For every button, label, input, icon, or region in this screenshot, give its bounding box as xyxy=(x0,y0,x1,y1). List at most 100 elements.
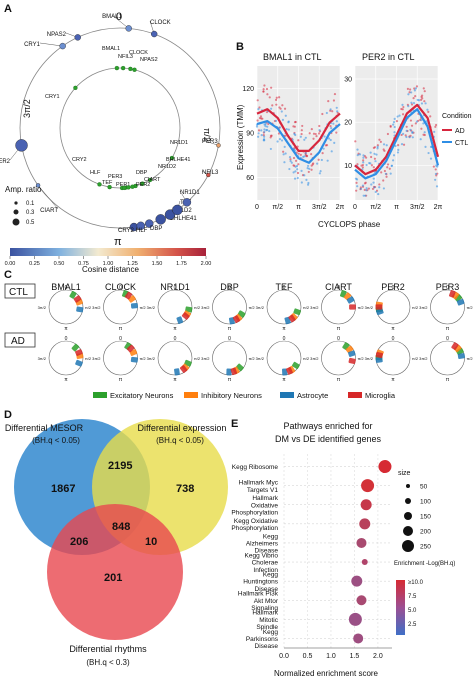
expression-point xyxy=(317,132,321,135)
expression-point xyxy=(304,136,307,139)
expression-point xyxy=(263,123,266,126)
expression-point xyxy=(294,120,297,124)
expression-point xyxy=(409,88,412,91)
legend-label: Astrocyte xyxy=(297,391,328,400)
expression-point xyxy=(398,114,401,117)
expression-point xyxy=(391,159,395,162)
phase-label-left: 3π/2 xyxy=(419,305,428,310)
e-x-tick-label: 1.0 xyxy=(326,653,336,660)
expression-point xyxy=(331,110,334,113)
expression-point xyxy=(288,156,292,159)
expression-point xyxy=(284,134,287,137)
expression-point xyxy=(281,118,285,121)
expression-point xyxy=(292,156,296,160)
e-enrichment-dot xyxy=(361,559,368,566)
expression-point xyxy=(256,119,259,122)
expression-point xyxy=(258,106,261,109)
cell-type-phase-mark xyxy=(73,295,82,303)
outer-gene-point xyxy=(164,209,176,220)
e-size-legend-dot xyxy=(406,484,410,488)
cell-type-phase-mark xyxy=(343,292,352,301)
expression-point xyxy=(325,111,328,115)
cell-type-phase-mark xyxy=(71,343,80,352)
phase-label-top: 0 xyxy=(392,285,395,291)
phase-label-top: 0 xyxy=(119,336,122,342)
expression-point xyxy=(363,188,366,191)
expression-point xyxy=(382,143,386,146)
expression-point xyxy=(429,145,433,148)
legend-swatch xyxy=(184,392,198,398)
expression-point xyxy=(385,175,388,178)
expression-point xyxy=(268,96,271,99)
inner-gene-point xyxy=(126,185,131,190)
e-pathway-label: Hallmark xyxy=(252,610,278,617)
venn-count-expr-rhythm: 10 xyxy=(145,536,157,548)
inner-gene-point xyxy=(97,182,102,187)
legend-label: Excitatory Neurons xyxy=(110,391,174,400)
e-colorbar-tick-label: ≥10.0 xyxy=(408,580,424,586)
cell-type-phase-mark xyxy=(288,314,296,323)
e-pathway-label: Phosphorylation xyxy=(231,525,278,532)
phase-label-top: 0 xyxy=(228,285,231,291)
gene-column-label: PER2 xyxy=(381,282,405,292)
expression-point xyxy=(310,153,313,156)
phase-label-bottom: π xyxy=(391,377,395,383)
phase-label-top: 0 xyxy=(337,336,340,342)
amp-legend-value-1: 0.1 xyxy=(26,201,35,207)
e-pathway-label: Kegg xyxy=(263,629,279,636)
phase-label-bottom: π xyxy=(119,326,123,332)
phase-label-right: π/2 xyxy=(140,356,147,361)
expression-point xyxy=(277,132,281,135)
expression-point xyxy=(262,87,265,91)
phase-label-left: 3π/2 xyxy=(92,356,101,361)
bmal1-title: BMAL1 in CTL xyxy=(263,52,322,62)
expression-point xyxy=(356,163,359,166)
expression-point xyxy=(415,85,419,88)
b-ylabel: Expression (TMM) xyxy=(236,104,245,170)
expression-point xyxy=(262,134,265,137)
angle-label-pi-2: π/2 xyxy=(202,128,212,142)
expression-point xyxy=(318,124,321,128)
phase-label-bottom: π xyxy=(446,377,450,383)
expression-point xyxy=(383,149,386,152)
phase-label-bottom: π xyxy=(228,377,232,383)
cell-type-phase-mark xyxy=(348,350,356,357)
expression-point xyxy=(355,189,358,192)
legend-label: Microglia xyxy=(365,391,396,400)
expression-point xyxy=(300,129,303,132)
expression-point xyxy=(363,182,367,185)
expression-point xyxy=(304,152,307,155)
expression-point xyxy=(433,130,436,133)
expression-point xyxy=(434,178,437,181)
expression-point xyxy=(283,107,287,110)
expression-point xyxy=(395,120,399,123)
cell-type-phase-mark xyxy=(69,290,77,299)
expression-point xyxy=(263,128,266,131)
cell-type-phase-mark xyxy=(454,294,463,302)
expression-point xyxy=(308,167,311,171)
e-pathway-label: Kegg Vibrio xyxy=(245,552,279,559)
phase-label-top: 0 xyxy=(283,285,286,291)
expression-point xyxy=(285,128,288,131)
cell-type-phase-mark xyxy=(282,368,288,376)
expression-point xyxy=(297,152,300,155)
outer-ring xyxy=(19,27,221,229)
expression-point xyxy=(404,134,407,137)
inner-gene-label: TEF xyxy=(102,180,113,186)
axis-ticks: 60 90 120 0 π/2 π 3π/2 2π 10 20 30 0 π/2 π 3π/2 2π xyxy=(242,76,442,211)
expression-point xyxy=(296,168,299,171)
expression-point xyxy=(263,135,266,138)
expression-point xyxy=(270,86,273,89)
expression-point xyxy=(389,172,392,175)
venn-rhythms-name: Differential rhythms xyxy=(69,644,147,654)
scatter-points xyxy=(255,84,439,197)
amp-legend-value-3: 0.5 xyxy=(26,220,35,226)
legend-swatch xyxy=(280,392,294,398)
expression-point xyxy=(434,168,437,171)
expression-point xyxy=(401,103,404,106)
x-tick-label: 3π/2 xyxy=(312,204,327,211)
phase-label-right: π/2 xyxy=(140,305,147,310)
expression-point xyxy=(378,186,381,189)
expression-point xyxy=(372,181,375,184)
inner-gene-label: DBP xyxy=(136,170,148,176)
